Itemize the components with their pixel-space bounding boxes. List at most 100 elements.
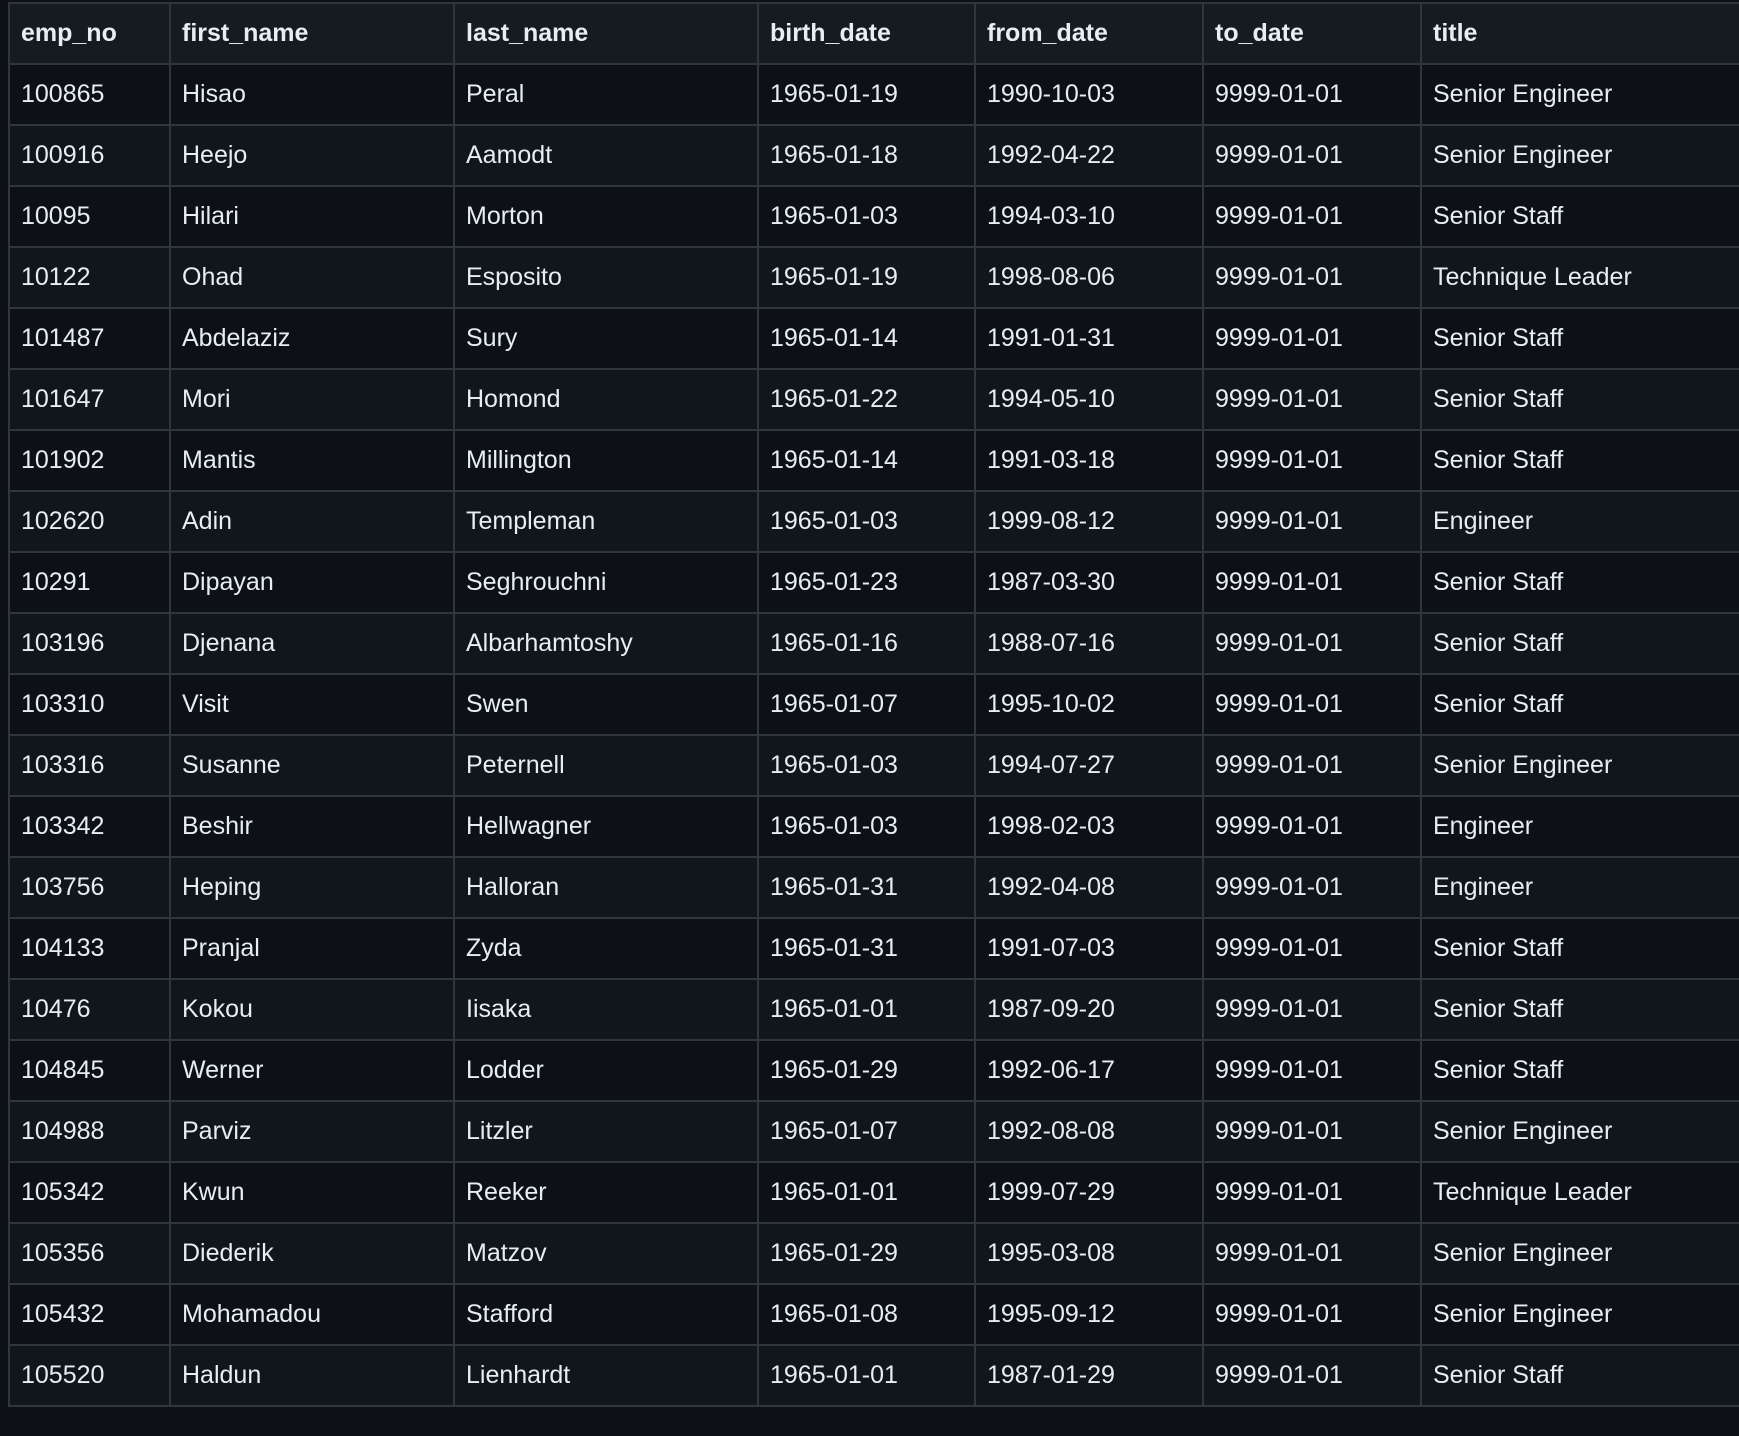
cell-to-date[interactable]: 9999-01-01 — [1203, 491, 1422, 553]
cell-title[interactable]: Senior Engineer — [1421, 735, 1739, 797]
cell-emp-no[interactable]: 10476 — [8, 979, 171, 1041]
cell-title[interactable]: Senior Staff — [1421, 674, 1739, 736]
cell-title[interactable]: Senior Staff — [1421, 430, 1739, 492]
cell-to-date[interactable]: 9999-01-01 — [1203, 979, 1422, 1041]
cell-last-name[interactable]: Peternell — [454, 735, 759, 797]
cell-from-date[interactable]: 1994-05-10 — [975, 369, 1204, 431]
cell-first-name[interactable]: Mori — [170, 369, 455, 431]
cell-title[interactable]: Senior Staff — [1421, 308, 1739, 370]
cell-to-date[interactable]: 9999-01-01 — [1203, 735, 1422, 797]
cell-from-date[interactable]: 1994-07-27 — [975, 735, 1204, 797]
cell-last-name[interactable]: Lodder — [454, 1040, 759, 1102]
cell-birth-date[interactable]: 1965-01-03 — [758, 735, 976, 797]
cell-birth-date[interactable]: 1965-01-31 — [758, 918, 976, 980]
cell-to-date[interactable]: 9999-01-01 — [1203, 918, 1422, 980]
table-row[interactable]: 104988 Parviz Litzler 1965-01-07 1992-08-08 9… — [8, 1101, 1739, 1163]
cell-from-date[interactable]: 1990-10-03 — [975, 64, 1204, 126]
cell-last-name[interactable]: Matzov — [454, 1223, 759, 1285]
table-row[interactable]: 103310 Visit Swen 1965-01-07 1995-10-02 9999-… — [8, 674, 1739, 736]
cell-to-date[interactable]: 9999-01-01 — [1203, 1040, 1422, 1102]
table-row[interactable]: 105432 Mohamadou Stafford 1965-01-08 1995-09… — [8, 1284, 1739, 1346]
cell-birth-date[interactable]: 1965-01-14 — [758, 430, 976, 492]
cell-birth-date[interactable]: 1965-01-18 — [758, 125, 976, 187]
cell-title[interactable]: Engineer — [1421, 796, 1739, 858]
table-row[interactable]: 10095 Hilari Morton 1965-01-03 1994-03-10 999… — [8, 186, 1739, 248]
cell-last-name[interactable]: Stafford — [454, 1284, 759, 1346]
cell-birth-date[interactable]: 1965-01-03 — [758, 186, 976, 248]
cell-to-date[interactable]: 9999-01-01 — [1203, 430, 1422, 492]
cell-from-date[interactable]: 1995-03-08 — [975, 1223, 1204, 1285]
cell-title[interactable]: Engineer — [1421, 857, 1739, 919]
cell-last-name[interactable]: Aamodt — [454, 125, 759, 187]
cell-first-name[interactable]: Hisao — [170, 64, 455, 126]
cell-birth-date[interactable]: 1965-01-01 — [758, 1162, 976, 1224]
cell-last-name[interactable]: Esposito — [454, 247, 759, 309]
cell-last-name[interactable]: Litzler — [454, 1101, 759, 1163]
cell-to-date[interactable]: 9999-01-01 — [1203, 857, 1422, 919]
cell-to-date[interactable]: 9999-01-01 — [1203, 613, 1422, 675]
cell-emp-no[interactable]: 104845 — [8, 1040, 171, 1102]
cell-birth-date[interactable]: 1965-01-03 — [758, 491, 976, 553]
cell-title[interactable]: Senior Engineer — [1421, 64, 1739, 126]
cell-first-name[interactable]: Diederik — [170, 1223, 455, 1285]
cell-to-date[interactable]: 9999-01-01 — [1203, 674, 1422, 736]
cell-from-date[interactable]: 1999-08-12 — [975, 491, 1204, 553]
table-row[interactable]: 105520 Haldun Lienhardt 1965-01-01 1987-01-2… — [8, 1345, 1739, 1407]
cell-title[interactable]: Senior Engineer — [1421, 1101, 1739, 1163]
cell-from-date[interactable]: 1995-10-02 — [975, 674, 1204, 736]
cell-first-name[interactable]: Mohamadou — [170, 1284, 455, 1346]
cell-emp-no[interactable]: 100865 — [8, 64, 171, 126]
cell-last-name[interactable]: Millington — [454, 430, 759, 492]
cell-first-name[interactable]: Adin — [170, 491, 455, 553]
cell-from-date[interactable]: 1991-03-18 — [975, 430, 1204, 492]
cell-emp-no[interactable]: 103196 — [8, 613, 171, 675]
cell-to-date[interactable]: 9999-01-01 — [1203, 1223, 1422, 1285]
cell-title[interactable]: Senior Staff — [1421, 613, 1739, 675]
cell-title[interactable]: Senior Staff — [1421, 1345, 1739, 1407]
cell-from-date[interactable]: 1992-04-08 — [975, 857, 1204, 919]
cell-last-name[interactable]: Iisaka — [454, 979, 759, 1041]
cell-last-name[interactable]: Albarhamtoshy — [454, 613, 759, 675]
cell-birth-date[interactable]: 1965-01-29 — [758, 1223, 976, 1285]
table-row[interactable]: 102620 Adin Templeman 1965-01-03 1999-08-12 9… — [8, 491, 1739, 553]
cell-first-name[interactable]: Dipayan — [170, 552, 455, 614]
table-row[interactable]: 104133 Pranjal Zyda 1965-01-31 1991-07-03 999… — [8, 918, 1739, 980]
cell-from-date[interactable]: 1988-07-16 — [975, 613, 1204, 675]
cell-last-name[interactable]: Swen — [454, 674, 759, 736]
cell-title[interactable]: Senior Engineer — [1421, 1284, 1739, 1346]
cell-from-date[interactable]: 1987-03-30 — [975, 552, 1204, 614]
cell-birth-date[interactable]: 1965-01-01 — [758, 979, 976, 1041]
cell-from-date[interactable]: 1987-01-29 — [975, 1345, 1204, 1407]
cell-first-name[interactable]: Visit — [170, 674, 455, 736]
cell-birth-date[interactable]: 1965-01-19 — [758, 247, 976, 309]
table-row[interactable]: 103316 Susanne Peternell 1965-01-03 1994-07-… — [8, 735, 1739, 797]
cell-first-name[interactable]: Parviz — [170, 1101, 455, 1163]
cell-to-date[interactable]: 9999-01-01 — [1203, 1101, 1422, 1163]
cell-birth-date[interactable]: 1965-01-14 — [758, 308, 976, 370]
cell-last-name[interactable]: Hellwagner — [454, 796, 759, 858]
cell-emp-no[interactable]: 10122 — [8, 247, 171, 309]
cell-emp-no[interactable]: 104133 — [8, 918, 171, 980]
cell-first-name[interactable]: Ohad — [170, 247, 455, 309]
cell-title[interactable]: Senior Staff — [1421, 979, 1739, 1041]
cell-to-date[interactable]: 9999-01-01 — [1203, 1345, 1422, 1407]
cell-to-date[interactable]: 9999-01-01 — [1203, 125, 1422, 187]
cell-last-name[interactable]: Peral — [454, 64, 759, 126]
cell-first-name[interactable]: Heejo — [170, 125, 455, 187]
cell-emp-no[interactable]: 101647 — [8, 369, 171, 431]
cell-from-date[interactable]: 1994-03-10 — [975, 186, 1204, 248]
cell-birth-date[interactable]: 1965-01-16 — [758, 613, 976, 675]
cell-title[interactable]: Senior Staff — [1421, 369, 1739, 431]
cell-from-date[interactable]: 1991-01-31 — [975, 308, 1204, 370]
table-row[interactable]: 103196 Djenana Albarhamtoshy 1965-01-16 1988… — [8, 613, 1739, 675]
cell-emp-no[interactable]: 102620 — [8, 491, 171, 553]
cell-birth-date[interactable]: 1965-01-07 — [758, 674, 976, 736]
cell-title[interactable]: Technique Leader — [1421, 1162, 1739, 1224]
table-row[interactable]: 104845 Werner Lodder 1965-01-29 1992-06-17 99… — [8, 1040, 1739, 1102]
cell-to-date[interactable]: 9999-01-01 — [1203, 796, 1422, 858]
cell-emp-no[interactable]: 103310 — [8, 674, 171, 736]
cell-from-date[interactable]: 1999-07-29 — [975, 1162, 1204, 1224]
cell-last-name[interactable]: Sury — [454, 308, 759, 370]
table-row[interactable]: 103342 Beshir Hellwagner 1965-01-03 1998-02-… — [8, 796, 1739, 858]
cell-first-name[interactable]: Djenana — [170, 613, 455, 675]
